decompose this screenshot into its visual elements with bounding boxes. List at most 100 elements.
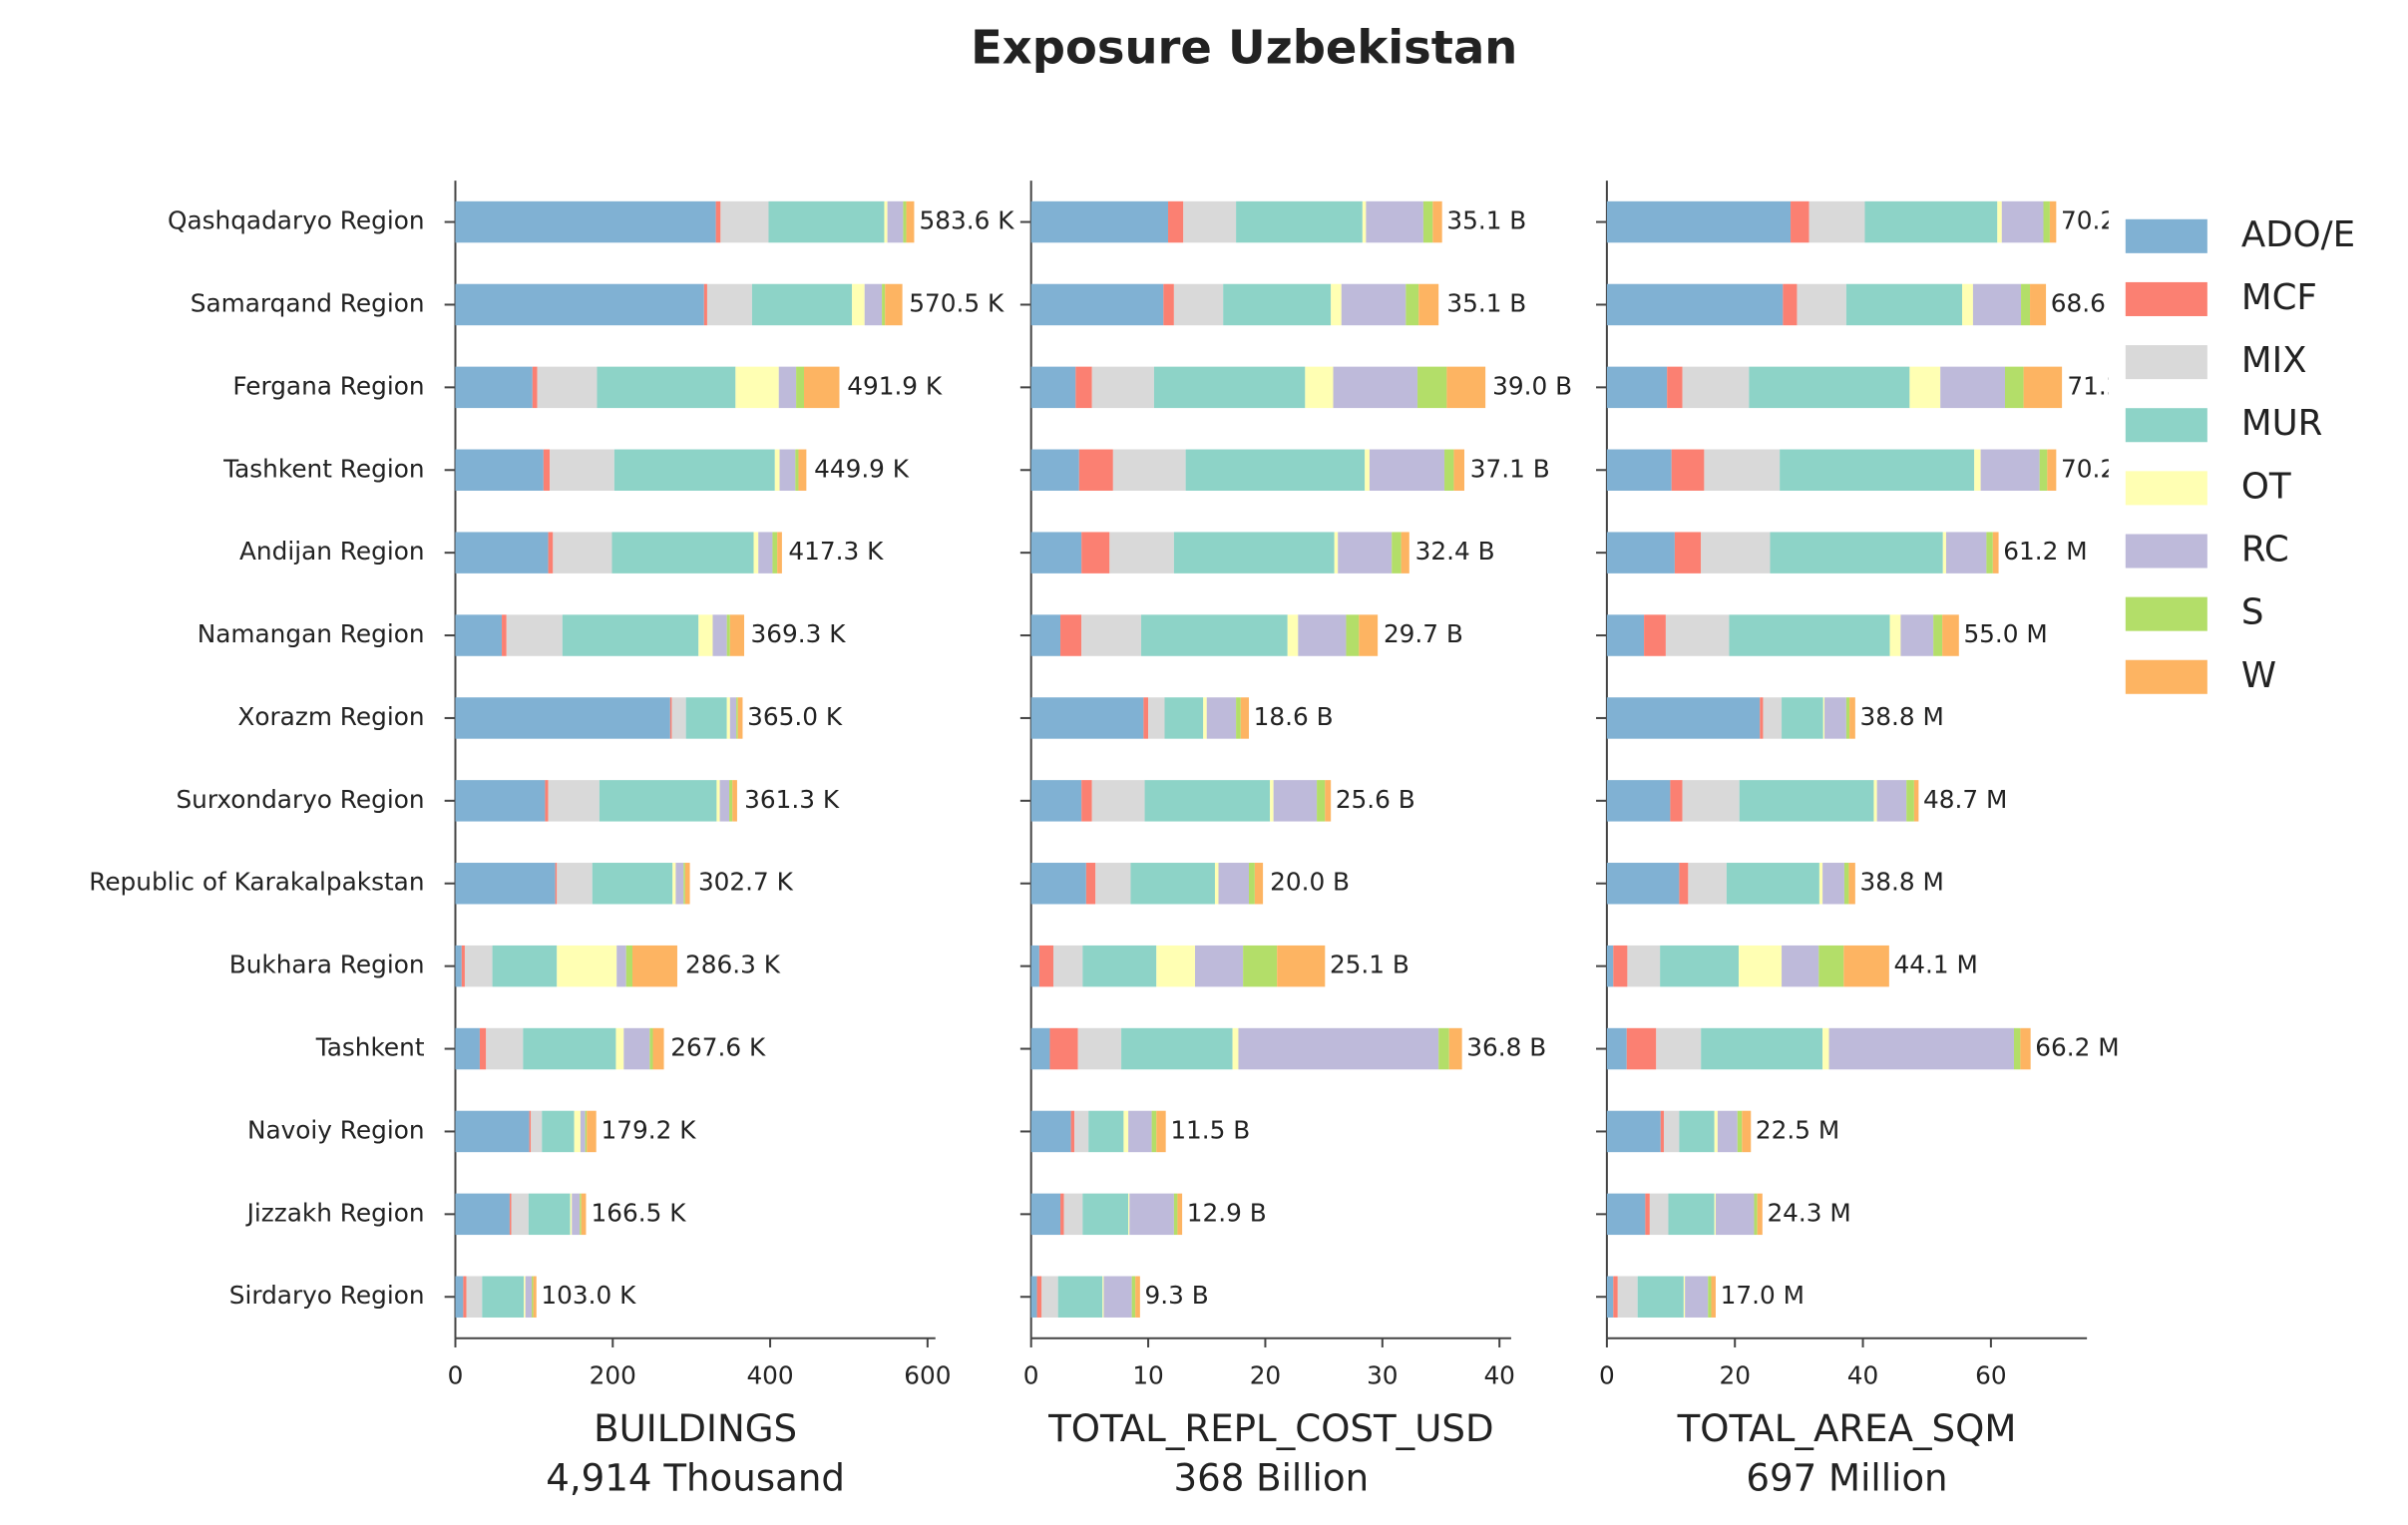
bar-segment [712, 614, 727, 656]
bar-segment [1739, 945, 1783, 987]
bar-segment [852, 283, 865, 326]
bar-segment [1141, 614, 1288, 656]
value-label: 12.9 B [1187, 1198, 1267, 1227]
bar-segment [1030, 1110, 1071, 1153]
bar-segment [1606, 449, 1672, 491]
bar-segment [1797, 283, 1846, 326]
value-label: 179.2 K [602, 1115, 697, 1144]
bar-segment [1668, 1193, 1715, 1236]
bar-segment [2049, 200, 2057, 243]
value-label: 38.8 M [1859, 702, 1943, 731]
bar-segment [1103, 1276, 1132, 1318]
bar-segment [1063, 1193, 1083, 1236]
bar-segment [1617, 1276, 1638, 1318]
bar-segment [1843, 945, 1889, 987]
bar-segment [1649, 1193, 1669, 1236]
bar-segment [1864, 200, 1998, 243]
y-tick-label: Namangan Region [198, 619, 425, 648]
bar-segment [1049, 1027, 1078, 1070]
value-label: 35.1 B [1446, 206, 1526, 235]
bar-segment [1060, 1193, 1064, 1236]
bar-segment [1444, 449, 1454, 491]
bar-segment [1078, 449, 1113, 491]
bar-segment [1942, 614, 1959, 656]
bar-segment [523, 1027, 616, 1070]
bar-segment [1644, 614, 1666, 656]
bar-segment [1453, 449, 1464, 491]
value-label: 18.6 B [1254, 702, 1334, 731]
legend-swatch [2125, 281, 2207, 316]
bar-segment [1392, 532, 1402, 573]
bar-segment [1130, 863, 1215, 905]
bar-segment [671, 697, 686, 739]
bar-segment [455, 1276, 464, 1318]
x-tick-label: 40 [1847, 1360, 1878, 1389]
bar-segment [587, 1110, 597, 1153]
bar-segment [703, 283, 707, 326]
chart-title: Exposure Uzbekistan [971, 21, 1517, 75]
bar-segment [1763, 697, 1783, 739]
value-label: 166.5 K [591, 1198, 686, 1227]
value-label: 44.1 M [1893, 951, 1977, 979]
y-tick-label: Andijan Region [239, 537, 425, 566]
legend-label: MIX [2241, 340, 2307, 381]
bar-segment [1942, 532, 1946, 573]
bar-segment [1770, 532, 1943, 573]
value-label: 37.1 B [1470, 454, 1550, 483]
bar-segment [1109, 532, 1174, 573]
y-tick-label: Sirdaryo Region [229, 1281, 425, 1310]
bar-segment [1214, 863, 1219, 905]
bar-segment [1992, 532, 1999, 573]
legend-swatch [2125, 534, 2207, 569]
bar-segment [1940, 366, 2005, 409]
bar-segment [1822, 863, 1844, 905]
bar-segment [580, 1193, 582, 1236]
bar-segment [1737, 1110, 1743, 1153]
bar-segment [581, 1193, 587, 1236]
bar-segment [1754, 1193, 1758, 1236]
value-label: 583.6 K [920, 206, 1015, 235]
y-tick-label: Navoiy Region [247, 1115, 425, 1144]
bar-segment [1151, 1110, 1157, 1153]
bar-segment [1091, 366, 1154, 409]
bar-segment [531, 1110, 543, 1153]
y-tick-label: Xorazm Region [237, 702, 424, 731]
bar-segment [1683, 1276, 1686, 1318]
bar-segment [463, 1276, 467, 1318]
bar-segment [528, 1193, 571, 1236]
y-tick-label: Tashkent Region [222, 454, 424, 483]
value-label: 302.7 K [698, 868, 794, 897]
bar-segment [1082, 945, 1157, 987]
x-tick-label: 600 [904, 1360, 951, 1389]
bar-segment [1606, 200, 1792, 243]
bar-segment [1613, 945, 1628, 987]
x-tick-label: 400 [746, 1360, 793, 1389]
bar-segment [455, 449, 544, 491]
bar-segment [1075, 366, 1092, 409]
bar-segment [1218, 863, 1250, 905]
bar-segment [1334, 532, 1339, 573]
bar-segment [1236, 200, 1363, 243]
bar-segment [1742, 1110, 1752, 1153]
bar-segment [1331, 283, 1342, 326]
bar-segment [2039, 449, 2048, 491]
bar-segment [669, 697, 672, 739]
bar-segment [716, 780, 720, 822]
value-label: 570.5 K [909, 288, 1004, 317]
bar-segment [1974, 449, 1981, 491]
value-label: 491.9 K [847, 371, 943, 400]
bar-segment [455, 614, 503, 656]
bar-segment [1070, 1110, 1075, 1153]
bar-segment [1714, 1193, 1716, 1236]
bar-segment [1671, 449, 1705, 491]
bar-segment [1448, 1027, 1462, 1070]
bar-segment [798, 449, 807, 491]
bar-segment [1667, 366, 1683, 409]
x-tick-label: 40 [1483, 1360, 1515, 1389]
bar-segment [543, 449, 551, 491]
bar-segment [729, 780, 733, 822]
bar-segment [486, 1027, 524, 1070]
bar-segment [1183, 200, 1237, 243]
x-tick-label: 0 [1599, 1360, 1615, 1389]
bar-segment [1102, 1276, 1104, 1318]
